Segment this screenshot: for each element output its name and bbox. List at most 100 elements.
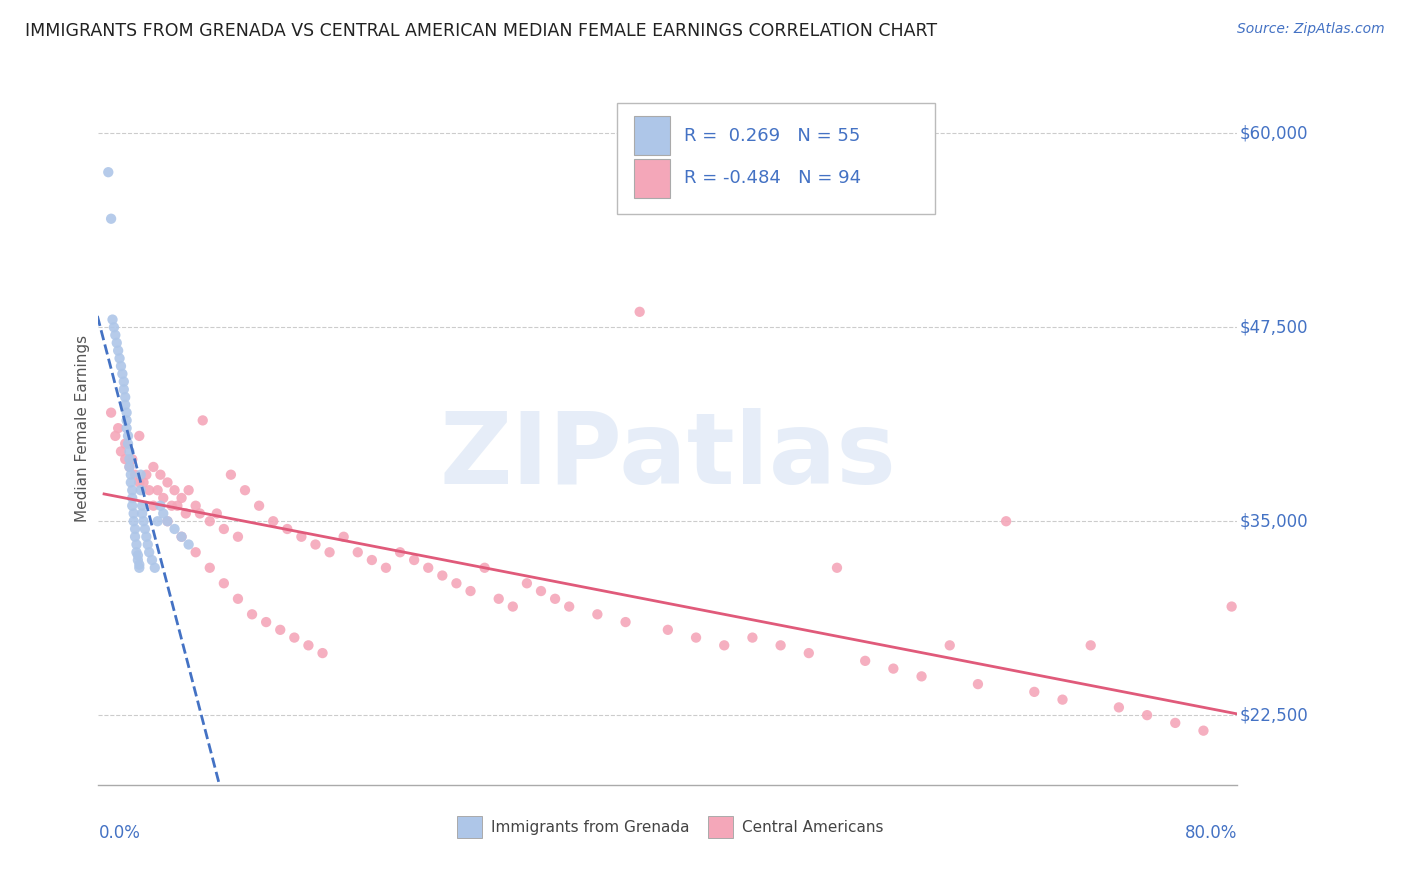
Point <box>128 561 150 575</box>
Bar <box>457 815 482 838</box>
Point <box>118 459 141 474</box>
Text: $47,500: $47,500 <box>1240 318 1308 336</box>
Point <box>283 631 305 645</box>
Point <box>297 638 319 652</box>
Point <box>174 507 197 521</box>
Point <box>152 491 174 505</box>
Point <box>797 646 820 660</box>
Point <box>825 561 848 575</box>
Text: Source: ZipAtlas.com: Source: ZipAtlas.com <box>1237 22 1385 37</box>
Point <box>657 623 679 637</box>
Point <box>142 499 165 513</box>
Point <box>360 553 382 567</box>
Point <box>191 413 214 427</box>
Point <box>118 444 141 458</box>
Point <box>121 483 143 498</box>
Point <box>132 514 155 528</box>
Text: 0.0%: 0.0% <box>98 824 141 842</box>
Point <box>233 483 256 498</box>
Point <box>128 429 150 443</box>
Bar <box>634 159 671 198</box>
Point <box>404 553 426 567</box>
Text: $60,000: $60,000 <box>1240 124 1308 143</box>
Point <box>205 507 228 521</box>
Text: Immigrants from Grenada: Immigrants from Grenada <box>491 820 690 835</box>
Point <box>882 662 904 676</box>
Point <box>156 475 179 490</box>
Bar <box>707 815 733 838</box>
Point <box>938 638 960 652</box>
Point <box>128 558 150 572</box>
Point <box>127 553 149 567</box>
Point <box>100 211 122 226</box>
Point <box>530 584 553 599</box>
Point <box>166 499 188 513</box>
Text: R = -0.484   N = 94: R = -0.484 N = 94 <box>683 169 860 187</box>
Point <box>114 452 136 467</box>
Point <box>1220 599 1243 614</box>
Point <box>136 537 159 551</box>
Point <box>212 576 235 591</box>
Point <box>853 654 876 668</box>
Point <box>124 522 146 536</box>
Point <box>156 514 179 528</box>
Point <box>115 421 138 435</box>
Point <box>290 530 312 544</box>
Point <box>122 514 145 528</box>
Point <box>163 522 186 536</box>
Point <box>1136 708 1159 723</box>
Point <box>254 615 277 629</box>
Point <box>101 312 124 326</box>
Point <box>107 421 129 435</box>
Point <box>1080 638 1102 652</box>
Point <box>127 549 149 563</box>
Text: IMMIGRANTS FROM GRENADA VS CENTRAL AMERICAN MEDIAN FEMALE EARNINGS CORRELATION C: IMMIGRANTS FROM GRENADA VS CENTRAL AMERI… <box>25 22 938 40</box>
Point <box>170 491 193 505</box>
Point <box>332 530 354 544</box>
Point <box>488 591 510 606</box>
Point <box>558 599 581 614</box>
Point <box>226 530 249 544</box>
Point <box>129 467 152 482</box>
Point <box>128 475 150 490</box>
Point <box>152 507 174 521</box>
Point <box>100 406 122 420</box>
Point <box>120 467 142 482</box>
Text: 80.0%: 80.0% <box>1185 824 1237 842</box>
Point <box>107 343 129 358</box>
Point <box>389 545 412 559</box>
Point <box>103 320 125 334</box>
Point <box>118 452 141 467</box>
Point <box>121 499 143 513</box>
Point <box>117 429 139 443</box>
Point <box>304 537 326 551</box>
Point <box>188 507 211 521</box>
Text: $22,500: $22,500 <box>1240 706 1309 724</box>
Text: R =  0.269   N = 55: R = 0.269 N = 55 <box>683 127 860 145</box>
Point <box>240 607 263 622</box>
Point <box>143 561 166 575</box>
Point <box>460 584 482 599</box>
Point <box>149 499 172 513</box>
Point <box>212 522 235 536</box>
Y-axis label: Median Female Earnings: Median Female Earnings <box>75 334 90 522</box>
Point <box>269 623 291 637</box>
Point <box>1164 715 1187 730</box>
Point <box>586 607 609 622</box>
Point <box>346 545 368 559</box>
Point <box>184 545 207 559</box>
Point <box>418 561 440 575</box>
Point <box>226 591 249 606</box>
Point <box>121 452 143 467</box>
Bar <box>634 116 671 155</box>
Point <box>129 483 152 498</box>
Point <box>544 591 567 606</box>
Point <box>117 436 139 450</box>
Point <box>121 491 143 505</box>
Point <box>184 499 207 513</box>
FancyBboxPatch shape <box>617 103 935 214</box>
Point <box>614 615 637 629</box>
Point <box>146 483 169 498</box>
Text: $35,000: $35,000 <box>1240 512 1308 530</box>
Point <box>516 576 538 591</box>
